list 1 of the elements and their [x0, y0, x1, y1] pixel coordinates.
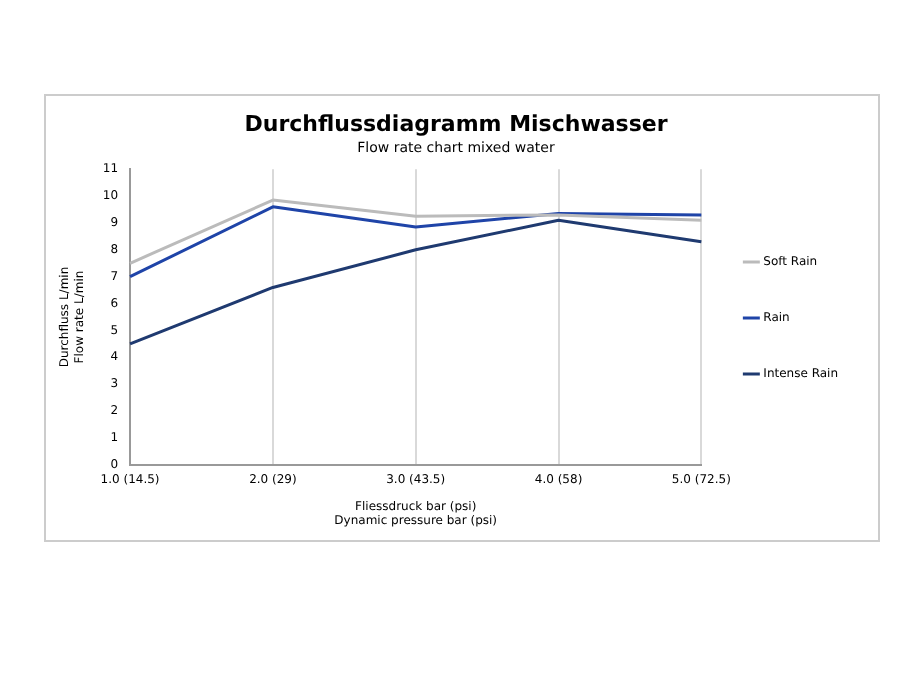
chart-title: Durchflussdiagramm Mischwasser — [244, 110, 669, 137]
